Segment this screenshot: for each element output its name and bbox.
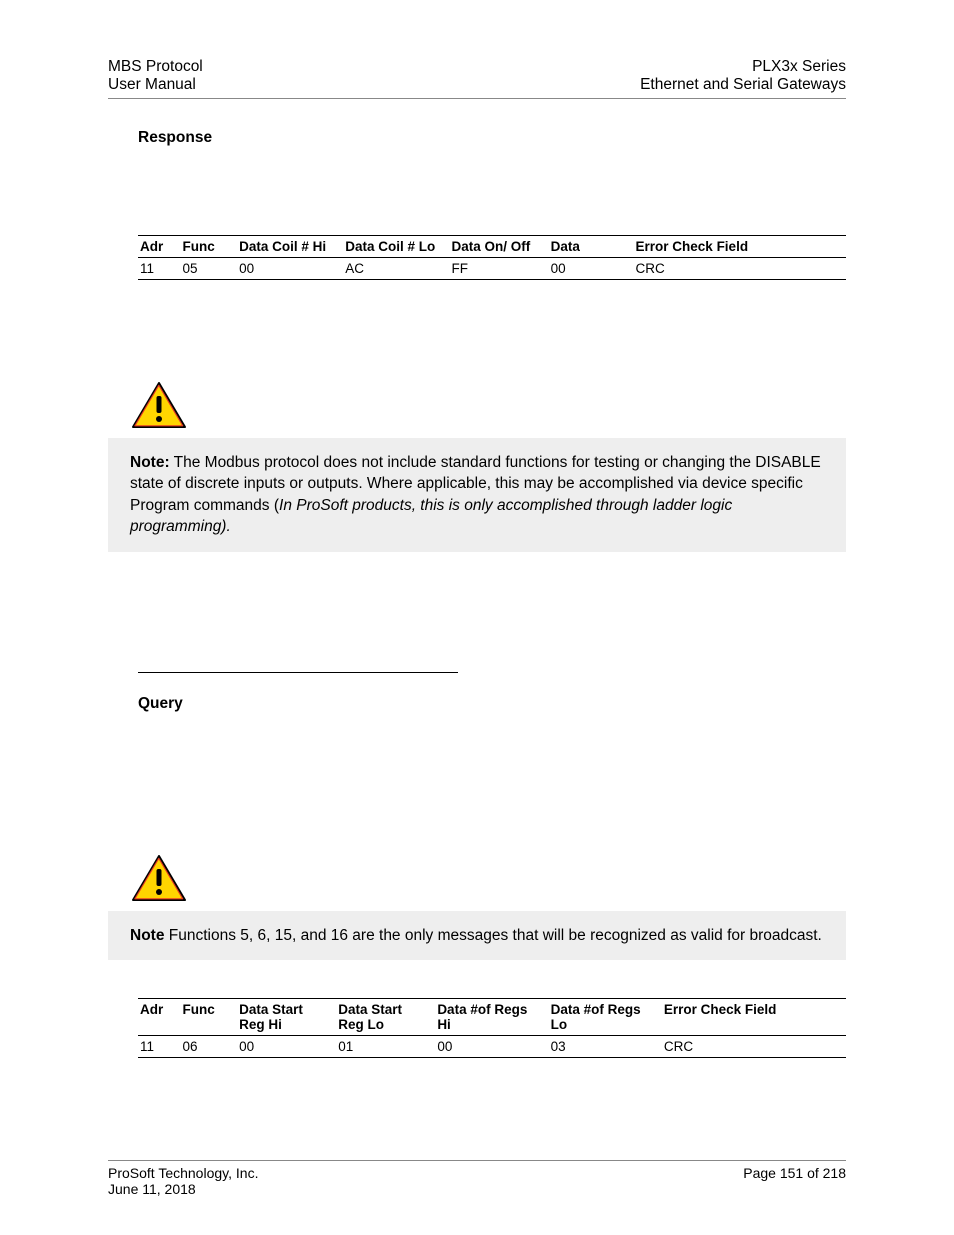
footer-page-number: Page 151 of 218: [743, 1165, 846, 1181]
table-header-cell: Data #of Regs Hi: [435, 998, 548, 1035]
table-header-cell: Error Check Field: [634, 236, 846, 258]
table-cell: 05: [180, 258, 237, 280]
footer-company: ProSoft Technology, Inc.: [108, 1165, 258, 1181]
section-divider: [138, 672, 458, 673]
header-right-line1: PLX3x Series: [640, 58, 846, 76]
table-row: 110500ACFF00CRC: [138, 258, 846, 280]
table-cell: 00: [237, 258, 343, 280]
table-header-cell: Adr: [138, 998, 180, 1035]
table-header-cell: Data On/ Off: [449, 236, 548, 258]
note-box-1: Note: The Modbus protocol does not inclu…: [108, 438, 846, 552]
table-cell: 11: [138, 258, 180, 280]
table-header-cell: Data #of Regs Lo: [549, 998, 662, 1035]
table-cell: 00: [435, 1035, 548, 1057]
footer-date: June 11, 2018: [108, 1181, 258, 1197]
table-header-cell: Func: [180, 998, 237, 1035]
header-right-line2: Ethernet and Serial Gateways: [640, 76, 846, 94]
table-header-cell: Adr: [138, 236, 180, 258]
header-left-line2: User Manual: [108, 76, 203, 94]
table-cell: 00: [237, 1035, 336, 1057]
section-title-query: Query: [138, 695, 846, 713]
note-text-2: Note Functions 5, 6, 15, and 16 are the …: [130, 925, 824, 946]
query-table: AdrFuncData Start Reg HiData Start Reg L…: [138, 998, 846, 1058]
header-left-line1: MBS Protocol: [108, 58, 203, 76]
table-cell: 11: [138, 1035, 180, 1057]
table-header-cell: Data Start Reg Lo: [336, 998, 435, 1035]
response-table: AdrFuncData Coil # HiData Coil # LoData …: [138, 235, 846, 280]
table-cell: AC: [343, 258, 449, 280]
footer-left: ProSoft Technology, Inc. June 11, 2018: [108, 1165, 258, 1197]
table-cell: 03: [549, 1035, 662, 1057]
table-header-cell: Data: [549, 236, 634, 258]
page-header: MBS Protocol User Manual PLX3x Series Et…: [108, 58, 846, 99]
note-box-2: Note Functions 5, 6, 15, and 16 are the …: [108, 911, 846, 960]
note-text-1: Note: The Modbus protocol does not inclu…: [130, 452, 824, 538]
table-cell: CRC: [662, 1035, 846, 1057]
header-right: PLX3x Series Ethernet and Serial Gateway…: [640, 58, 846, 94]
table-row: 110600010003CRC: [138, 1035, 846, 1057]
note-body-2: Functions 5, 6, 15, and 16 are the only …: [164, 927, 821, 944]
table-header-cell: Func: [180, 236, 237, 258]
warning-icon: [130, 853, 846, 907]
note-bold-1: Note:: [130, 454, 170, 471]
table-cell: 01: [336, 1035, 435, 1057]
section-title-response: Response: [138, 129, 846, 147]
note-bold-2: Note: [130, 927, 164, 944]
table-header-cell: Data Coil # Hi: [237, 236, 343, 258]
table-cell: CRC: [634, 258, 846, 280]
page-footer: ProSoft Technology, Inc. June 11, 2018 P…: [108, 1160, 846, 1197]
table-header-cell: Data Coil # Lo: [343, 236, 449, 258]
header-left: MBS Protocol User Manual: [108, 58, 203, 94]
table-header-cell: Data Start Reg Hi: [237, 998, 336, 1035]
table-header-cell: Error Check Field: [662, 998, 846, 1035]
warning-icon: [130, 380, 846, 434]
footer-right: Page 151 of 218: [743, 1165, 846, 1197]
table-cell: FF: [449, 258, 548, 280]
table-cell: 06: [180, 1035, 237, 1057]
table-cell: 00: [549, 258, 634, 280]
